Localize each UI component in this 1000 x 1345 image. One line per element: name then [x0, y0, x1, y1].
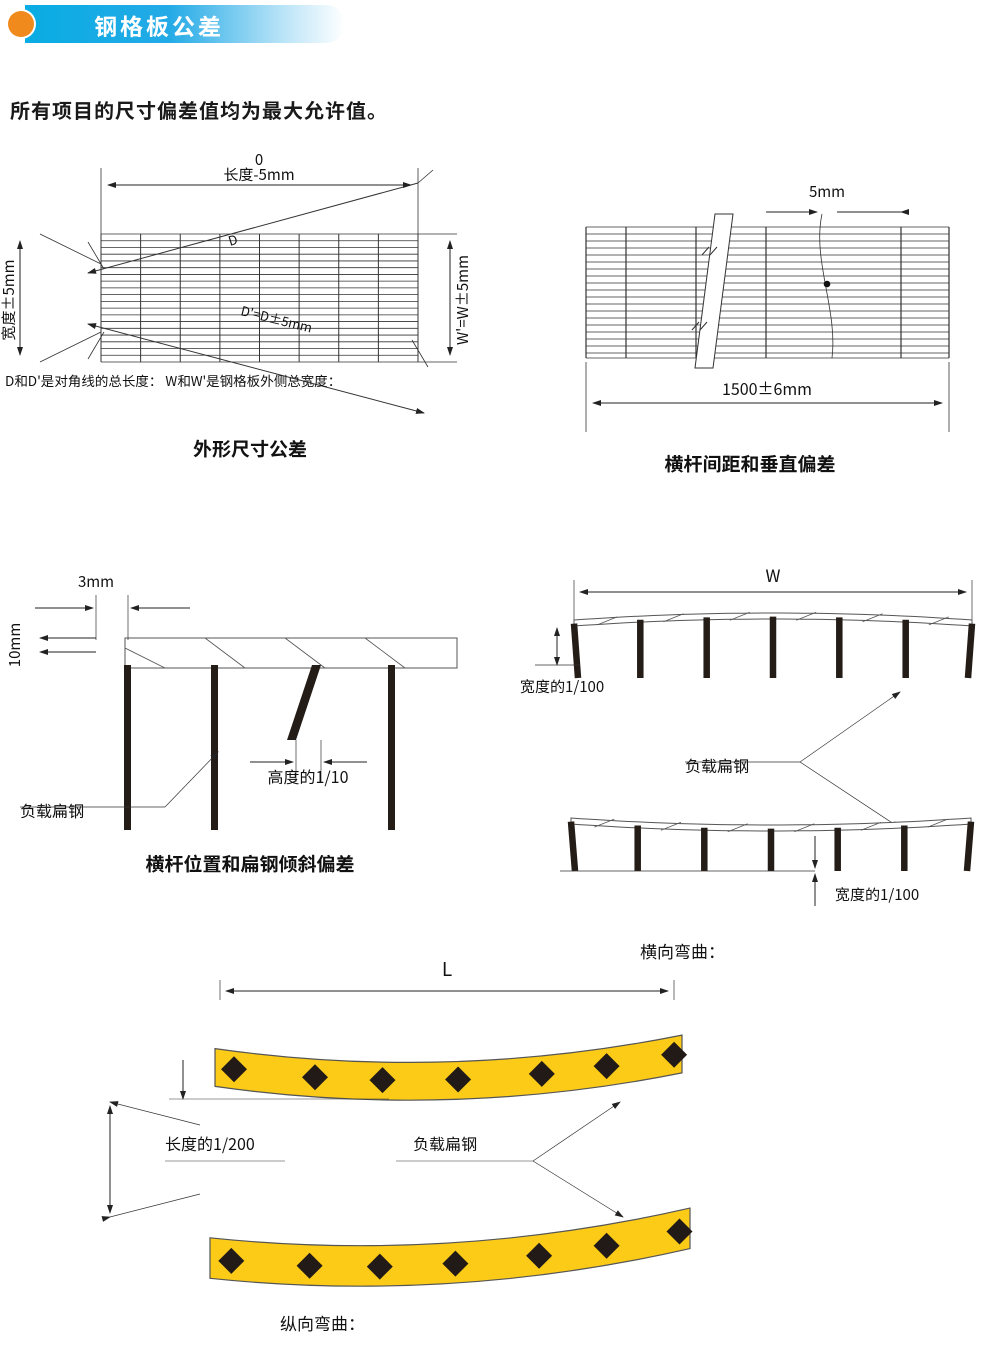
svg-text:负载扁钢: 负载扁钢	[685, 753, 749, 777]
svg-text:D和D'是对角线的总长度： W和W'是钢格板外侧总宽度：: D和D'是对角线的总长度： W和W'是钢格板外侧总宽度：	[5, 370, 341, 390]
svg-text:D'=D±5mm: D'=D±5mm	[239, 300, 314, 336]
svg-text:长度-5mm: 长度-5mm	[223, 164, 294, 185]
svg-text:3mm: 3mm	[78, 571, 114, 592]
svg-text:高度的1/10: 高度的1/10	[268, 764, 349, 788]
svg-text:宽度±5mm: 宽度±5mm	[0, 259, 19, 340]
svg-text:宽度的1/100: 宽度的1/100	[520, 676, 604, 697]
svg-text:负载扁钢: 负载扁钢	[20, 798, 84, 822]
svg-text:宽度的1/100: 宽度的1/100	[835, 884, 919, 905]
svg-text:W: W	[766, 562, 781, 587]
svg-text:W'=W±5mm: W'=W±5mm	[452, 255, 473, 345]
svg-text:10mm: 10mm	[4, 623, 25, 667]
svg-text:长度的1/200: 长度的1/200	[165, 1131, 255, 1155]
svg-text:5mm: 5mm	[809, 181, 845, 202]
svg-text:1500±6mm: 1500±6mm	[722, 376, 812, 400]
svg-text:纵向弯曲：: 纵向弯曲：	[280, 1310, 365, 1335]
svg-text:L: L	[442, 955, 452, 982]
svg-text:负载扁钢: 负载扁钢	[413, 1131, 477, 1155]
